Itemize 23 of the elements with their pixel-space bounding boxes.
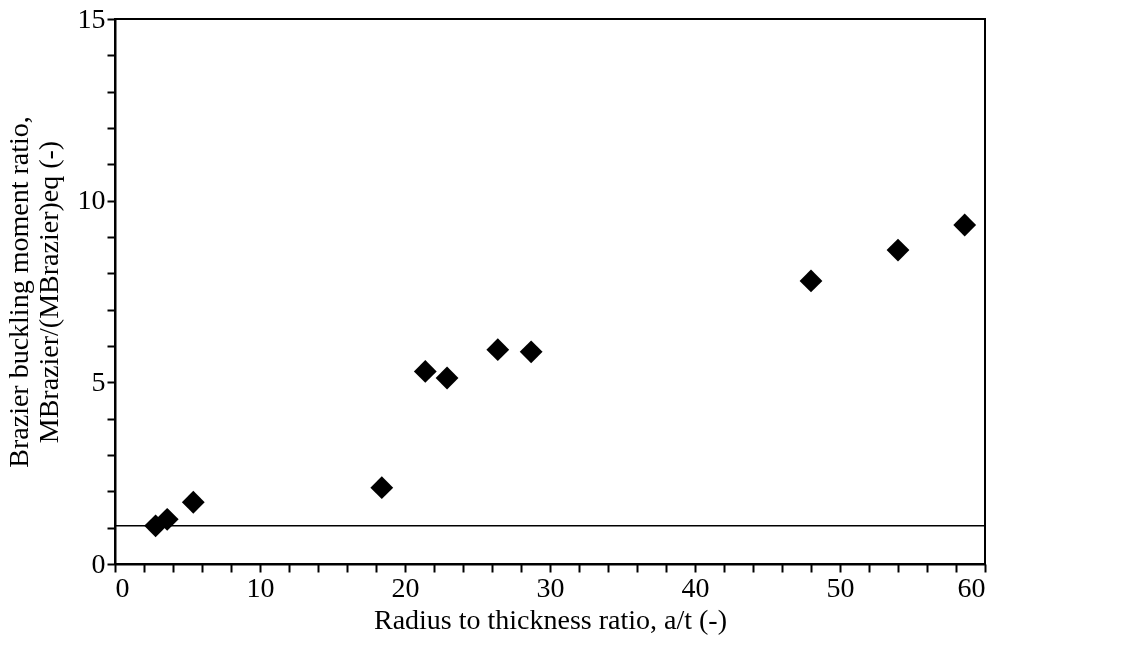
y-tick-label: 15 bbox=[77, 2, 106, 34]
x-tick-label: 30 bbox=[536, 571, 565, 603]
y-tick-label: 5 bbox=[91, 365, 106, 397]
x-tick-label: 0 bbox=[115, 571, 130, 603]
y-axis-title: Brazier buckling moment ratio, MBrazier/(MBrazier)eq (-) bbox=[2, 116, 64, 468]
x-tick-label: 40 bbox=[681, 571, 710, 603]
x-tick-label: 50 bbox=[826, 571, 855, 603]
x-tick-label: 20 bbox=[391, 571, 420, 603]
x-axis-title: Radius to thickness ratio, a/t (-) bbox=[373, 603, 728, 635]
point bbox=[181, 490, 205, 514]
y-tick-label: 0 bbox=[91, 547, 106, 579]
y-tick-label: 10 bbox=[77, 184, 106, 216]
point bbox=[155, 507, 179, 531]
point bbox=[519, 340, 543, 364]
point bbox=[435, 366, 459, 390]
point bbox=[953, 213, 977, 237]
x-tick-label: 10 bbox=[246, 571, 275, 603]
point bbox=[486, 338, 510, 362]
x-tick-label: 60 bbox=[957, 571, 986, 603]
point bbox=[799, 269, 823, 293]
point bbox=[886, 238, 910, 262]
point bbox=[370, 476, 394, 500]
point bbox=[413, 360, 437, 383]
